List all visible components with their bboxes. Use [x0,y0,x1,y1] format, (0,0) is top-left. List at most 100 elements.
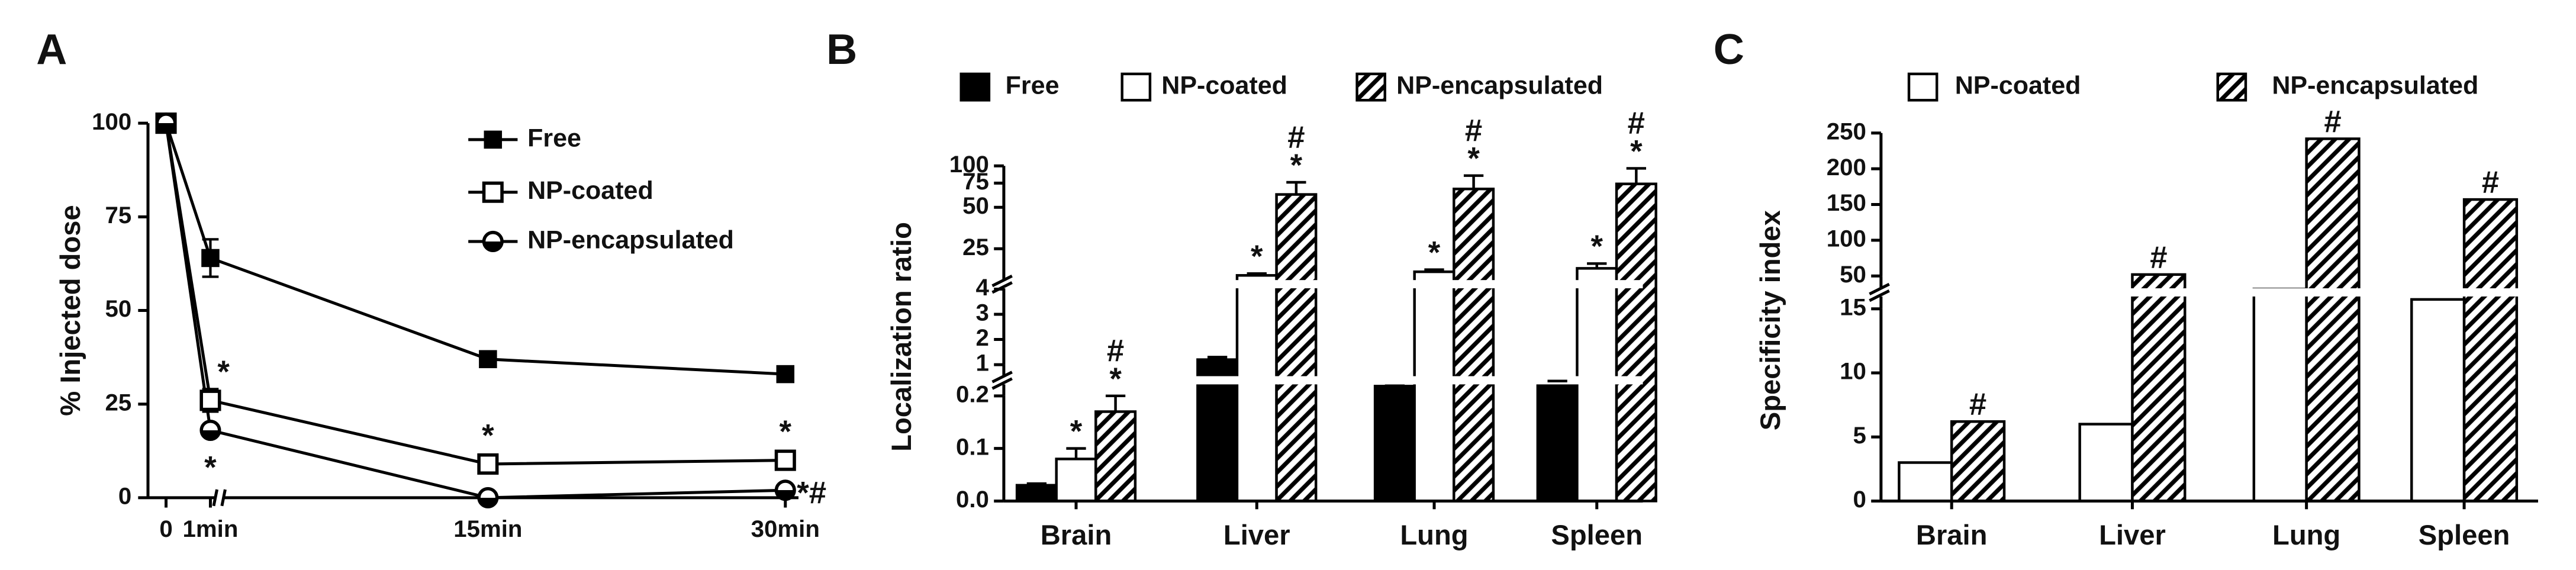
bar [1015,484,1058,503]
x-tick-label: Spleen [1551,519,1643,550]
legend-marker [482,181,504,203]
y-tick-label: 25 [105,389,131,416]
panel-label: A [36,26,67,73]
y-tick-label: 100 [949,151,989,178]
x-tick-label: 1min [182,516,238,542]
annotation: * [1109,362,1122,397]
x-tick-label: 15min [453,516,522,542]
error-bar [1463,174,1484,189]
error-bar [1066,447,1086,459]
legend-label: Free [1006,71,1060,99]
annotation: * [780,414,792,449]
annotation: * [1070,414,1083,449]
axis-break [991,377,1013,390]
bar [2305,137,2361,503]
y-tick-label: 100 [92,108,131,135]
y-tick-label: 75 [105,202,131,228]
bar [1235,274,1278,503]
legend-label: NP-encapsulated [1396,71,1603,99]
annotation: # [1465,113,1482,148]
legend-label: NP-coated [1955,71,2081,99]
error-bar [1208,356,1228,360]
y-tick-label: 250 [1827,118,1866,144]
y-tick-label: 0.0 [956,486,989,513]
axis-break-gap [990,376,1643,385]
bar [2410,298,2466,503]
bar [1055,458,1097,503]
annotation: # [1969,387,1986,422]
bar [2252,288,2308,503]
marker [477,453,499,475]
bar [1373,385,1416,503]
bar [2131,273,2187,503]
marker [774,449,796,471]
axis-break [991,275,1013,288]
bar [1615,182,1657,503]
y-tick-label: 25 [962,234,989,260]
panel-label: C [1714,26,1744,73]
marker [155,112,177,134]
series-line [165,123,785,376]
y-tick-label: 4 [976,274,990,301]
error-bar [1424,268,1444,272]
y-tick-label: 0 [1853,486,1866,513]
y-tick-label: 0 [118,483,131,510]
x-tick-label: Brain [1041,519,1112,550]
annotation: # [1107,334,1124,369]
legend-label: Free [527,124,581,152]
axis-break-gap [990,280,1643,289]
legend-label: NP-coated [1161,71,1287,99]
annotation: * [1251,239,1263,274]
x-tick-label: Lung [2272,519,2340,550]
axis-break [1869,289,1890,302]
marker [199,419,221,442]
legend-swatch [2216,72,2247,102]
bar [1453,188,1495,503]
error-bar [1626,167,1646,184]
x-tick-label: 0 [159,516,172,542]
bar [1413,270,1456,503]
y-axis-label: Specificity index [1754,210,1786,430]
marker [477,487,499,508]
legend-marker [484,130,503,149]
marker [201,249,220,268]
y-tick-label: 2 [976,324,989,351]
legend-label: NP-encapsulated [527,226,734,254]
series-line [165,123,785,500]
bar [1094,410,1137,503]
marker [199,389,221,411]
axis-break-gap [1867,288,2538,297]
y-tick-label: 50 [962,192,989,219]
error-bar [1026,482,1047,485]
legend-swatch [1907,72,1939,102]
annotation: * [217,355,230,389]
legend-swatch [959,72,991,102]
annotation: * [1290,148,1303,183]
y-tick-label: 50 [105,295,131,322]
error-bar [1384,384,1405,387]
annotation: *# [797,475,826,510]
x-tick-label: Liver [1223,519,1290,550]
axis-break [1869,282,1890,295]
axis-break [220,489,227,507]
legend-label: NP-encapsulated [2272,71,2478,99]
legend-swatch [1355,72,1386,102]
y-tick-label: 150 [1827,189,1866,216]
axis-break [212,489,219,507]
x-tick-label: Lung [1400,519,1468,550]
annotation: # [1287,120,1305,155]
x-tick-label: 30min [751,516,820,542]
legend-label: NP-coated [527,176,653,205]
y-axis-label: % Injected dose [54,205,86,416]
annotation: * [1590,229,1603,264]
panel-label: B [826,26,857,73]
annotation: # [2150,240,2167,275]
x-tick-label: Liver [2099,519,2166,550]
annotation: * [482,418,494,453]
y-tick-label: 75 [962,168,989,195]
axis-break [991,281,1013,294]
bar [2078,423,2134,503]
y-tick-label: 0.2 [956,381,989,407]
